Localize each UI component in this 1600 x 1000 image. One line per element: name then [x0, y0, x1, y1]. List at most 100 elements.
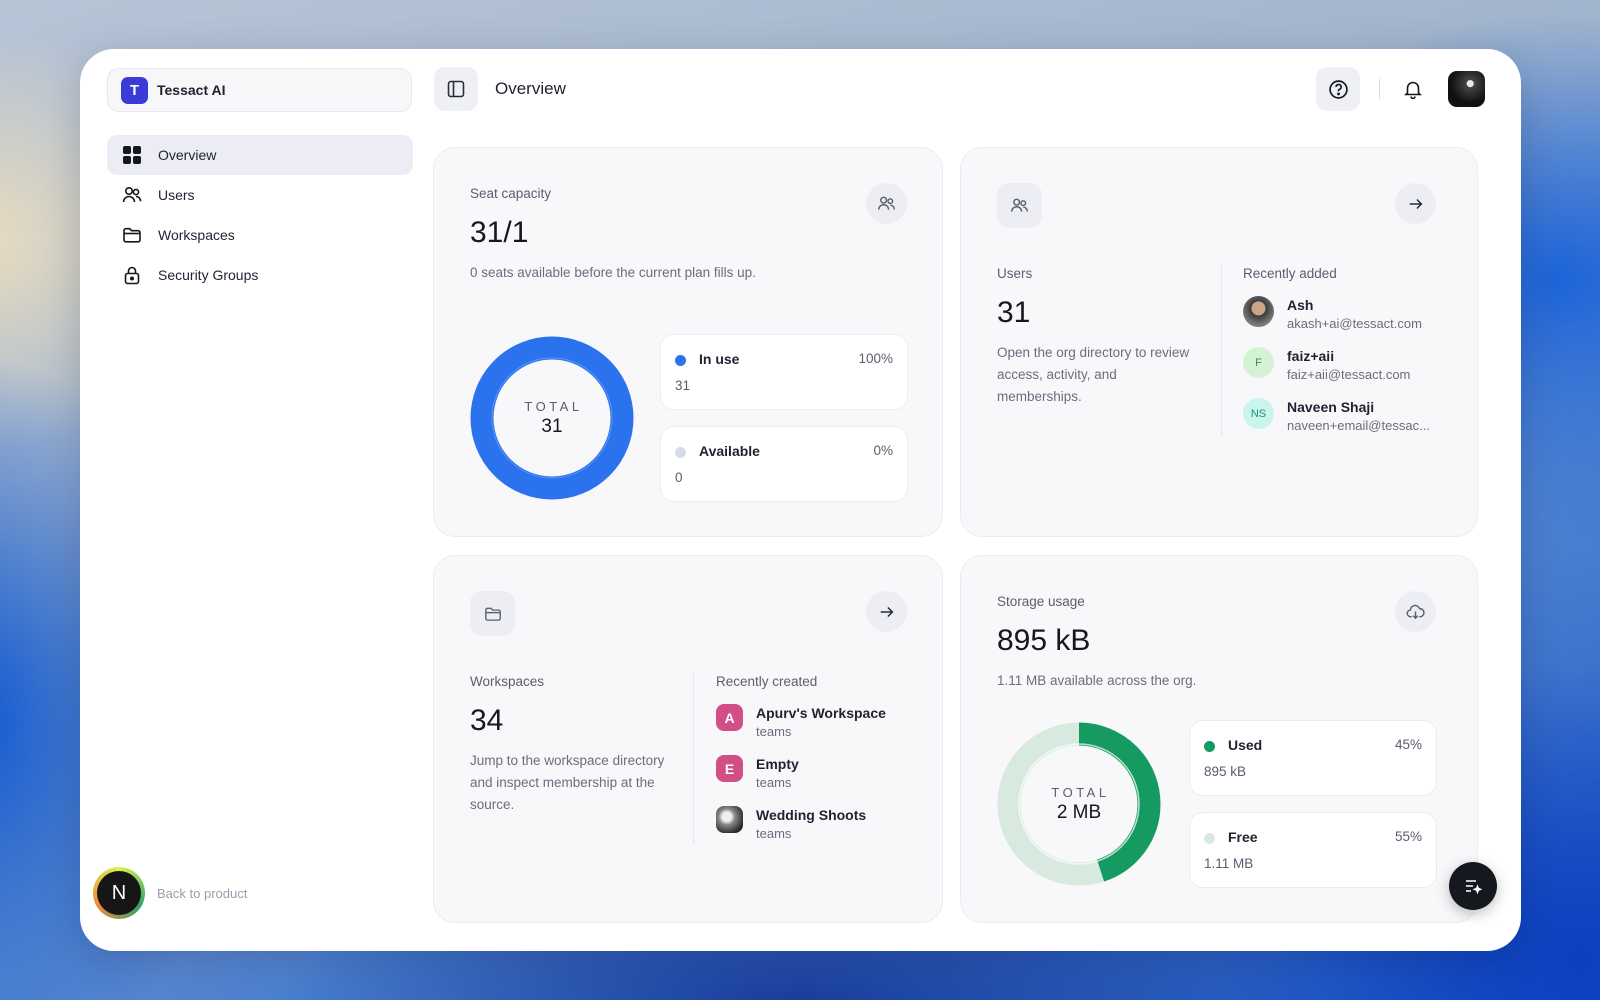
recent-user[interactable]: NS Naveen Shaji naveen+email@tessac... — [1243, 398, 1430, 436]
app-window: T Tessact AI Overview Users Workspaces S… — [80, 49, 1521, 951]
legend-available: Available 0% 0 — [660, 426, 908, 502]
legend-dot — [675, 355, 686, 366]
open-users-button[interactable] — [1395, 183, 1436, 224]
legend-percent: 100% — [858, 351, 893, 366]
users-icon — [122, 186, 142, 203]
cloud-download-icon — [1406, 604, 1425, 620]
folder-icon — [484, 607, 501, 621]
workspace-name: Empty — [756, 756, 799, 772]
list-sparkle-icon — [1466, 880, 1483, 895]
seat-capacity-card: Seat capacity 31/1 0 seats available bef… — [433, 147, 943, 537]
users-count: 31 — [997, 296, 1031, 329]
seat-donut-inner-ring — [491, 357, 613, 479]
sidebar-item-label: Users — [158, 187, 195, 203]
card-description: Jump to the workspace directory and insp… — [470, 753, 665, 812]
sidebar-item-overview[interactable]: Overview — [107, 135, 413, 175]
folder-icon — [123, 227, 141, 243]
user-email: naveen+email@tessac... — [1287, 418, 1430, 433]
sidebar-toggle-button[interactable] — [434, 67, 478, 111]
card-label: Seat capacity — [470, 186, 552, 201]
back-to-product[interactable]: N Back to product — [93, 867, 247, 919]
brand-name: Tessact AI — [157, 82, 226, 98]
user-name: faiz+aii — [1287, 348, 1335, 364]
recently-created-heading: Recently created — [716, 674, 818, 689]
legend-value: 31 — [675, 378, 691, 393]
recent-user[interactable]: Ash akash+ai@tessact.com — [1243, 296, 1422, 334]
recent-user[interactable]: F faiz+aii faiz+aii@tessact.com — [1243, 347, 1410, 385]
product-badge: N — [93, 867, 145, 919]
card-description: 1.11 MB available across the org. — [997, 673, 1197, 688]
donut-total-value: 31 — [541, 415, 563, 437]
bell-icon — [1404, 81, 1422, 99]
avatar: F — [1243, 347, 1274, 378]
workspaces-count: 34 — [470, 704, 504, 737]
storage-card-button[interactable] — [1395, 591, 1436, 632]
users-icon — [1010, 198, 1029, 212]
user-name: Naveen Shaji — [1287, 399, 1375, 415]
card-label: Workspaces — [470, 674, 545, 689]
legend-free: Free 55% 1.11 MB — [1189, 812, 1437, 888]
workspace-avatar — [716, 806, 743, 833]
storage-donut-inner-ring — [1018, 743, 1140, 865]
user-email: faiz+aii@tessact.com — [1287, 367, 1411, 382]
legend-name: In use — [699, 351, 740, 367]
user-name: Ash — [1287, 297, 1314, 313]
workspace-type: teams — [756, 724, 792, 739]
legend-percent: 55% — [1394, 829, 1422, 844]
card-label: Users — [997, 266, 1033, 281]
recent-workspace[interactable]: A Apurv's Workspace teams — [716, 704, 886, 742]
sidebar-item-users[interactable]: Users — [107, 175, 413, 215]
workspace-type: teams — [756, 826, 792, 841]
card-description: Open the org directory to review access,… — [997, 345, 1190, 404]
arrow-right-icon — [880, 606, 893, 617]
donut-total-label: TOTAL — [524, 398, 583, 414]
recently-added-heading: Recently added — [1243, 266, 1337, 281]
assistant-button[interactable] — [1449, 862, 1497, 910]
seat-capacity-value: 31/1 — [470, 216, 529, 249]
workspace-avatar: A — [716, 704, 743, 731]
card-description: 0 seats available before the current pla… — [470, 265, 756, 280]
header-divider — [1379, 79, 1380, 99]
card-label: Storage usage — [997, 594, 1085, 609]
sidebar-item-security-groups[interactable]: Security Groups — [107, 255, 413, 295]
sidebar-nav: Overview Users Workspaces Security Group… — [107, 135, 413, 295]
avatar — [1243, 296, 1274, 327]
org-switcher[interactable]: T Tessact AI — [107, 68, 412, 112]
workspaces-card: Workspaces 34 Jump to the workspace dire… — [433, 555, 943, 923]
help-button[interactable] — [1316, 67, 1360, 111]
seat-donut-in-use-arc — [470, 336, 634, 500]
sidebar-item-workspaces[interactable]: Workspaces — [107, 215, 413, 255]
sidebar-toggle-icon — [447, 80, 465, 98]
legend-dot — [1204, 833, 1215, 844]
open-workspaces-button[interactable] — [866, 591, 907, 632]
back-to-product-label: Back to product — [157, 885, 248, 901]
storage-donut-used-arc — [997, 722, 1161, 886]
arrow-right-icon — [1409, 198, 1422, 209]
users-card-button[interactable] — [866, 183, 907, 224]
lock-icon — [124, 266, 140, 285]
brand-logo: T — [121, 76, 148, 104]
recent-workspace[interactable]: E Empty teams — [716, 755, 799, 793]
legend-name: Available — [699, 443, 760, 459]
storage-used-value: 895 kB — [997, 624, 1091, 657]
user-email: akash+ai@tessact.com — [1287, 316, 1422, 331]
legend-percent: 0% — [873, 443, 893, 458]
storage-usage-card: Storage usage 895 kB 1.11 MB available a… — [960, 555, 1478, 923]
recent-workspace[interactable]: Wedding Shoots teams — [716, 806, 866, 844]
workspace-type: teams — [756, 775, 792, 790]
avatar: NS — [1243, 398, 1274, 429]
legend-value: 895 kB — [1204, 764, 1247, 779]
legend-value: 1.11 MB — [1204, 856, 1254, 871]
workspace-avatar: E — [716, 755, 743, 782]
legend-dot — [675, 447, 686, 458]
storage-donut-chart: TOTAL 2 MB — [997, 722, 1161, 886]
donut-total-label: TOTAL — [1051, 784, 1110, 800]
user-avatar[interactable] — [1448, 71, 1485, 107]
column-divider — [1221, 264, 1222, 436]
page-title: Overview — [495, 79, 566, 98]
legend-value: 0 — [675, 470, 683, 485]
notifications-button[interactable] — [1395, 71, 1431, 107]
donut-total-value: 2 MB — [1056, 801, 1102, 823]
workspace-name: Apurv's Workspace — [756, 705, 886, 721]
grid-icon — [123, 146, 141, 164]
